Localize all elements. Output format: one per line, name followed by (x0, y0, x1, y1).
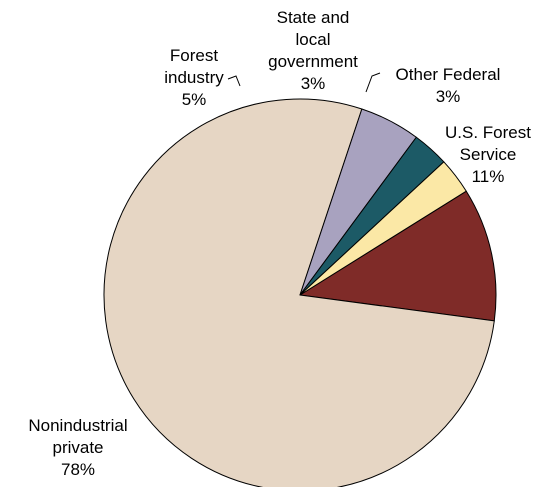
slice-label-line: private (52, 438, 103, 457)
slice-value-label: 11% (472, 167, 505, 186)
leader-line-forest-industry (227, 75, 241, 87)
slice-value-label: 5% (182, 90, 207, 109)
pie-slice-us-forest-service (299, 190, 497, 322)
slice-label-line: industry (164, 68, 224, 87)
pie-slice-other-federal (299, 161, 467, 296)
slice-label-line: Nonindustrial (28, 416, 127, 435)
leader-lines (227, 72, 381, 93)
slice-label-line: U.S. Forest (445, 123, 531, 142)
slice-label-line: local (296, 30, 331, 49)
slice-label-forest-industry: Forest industry 5% (164, 46, 224, 109)
slice-label-nonindustrial-private: Nonindustrial private 78% (28, 416, 127, 479)
slice-label-line: government (268, 52, 358, 71)
slice-label-line: Other Federal (396, 65, 501, 84)
slice-value-label: 3% (301, 74, 326, 93)
slice-value-label: 3% (436, 87, 461, 106)
slice-label-line: State and (277, 8, 350, 27)
slice-label-us-forest-service: U.S. Forest Service 11% (445, 123, 531, 186)
slice-value-label: 78% (61, 460, 95, 479)
pie-slice-nonindustrial-private (103, 98, 495, 487)
pie-slices (103, 98, 497, 487)
slice-label-state-local-government: State and local government 3% (268, 8, 358, 93)
slice-label-other-federal: Other Federal 3% (396, 65, 501, 106)
leader-line-other-federal (365, 72, 381, 93)
slice-label-line: Service (460, 145, 517, 164)
slice-labels: U.S. Forest Service 11% Nonindustrial privat… (28, 8, 531, 479)
slice-label-line: Forest (170, 46, 218, 65)
